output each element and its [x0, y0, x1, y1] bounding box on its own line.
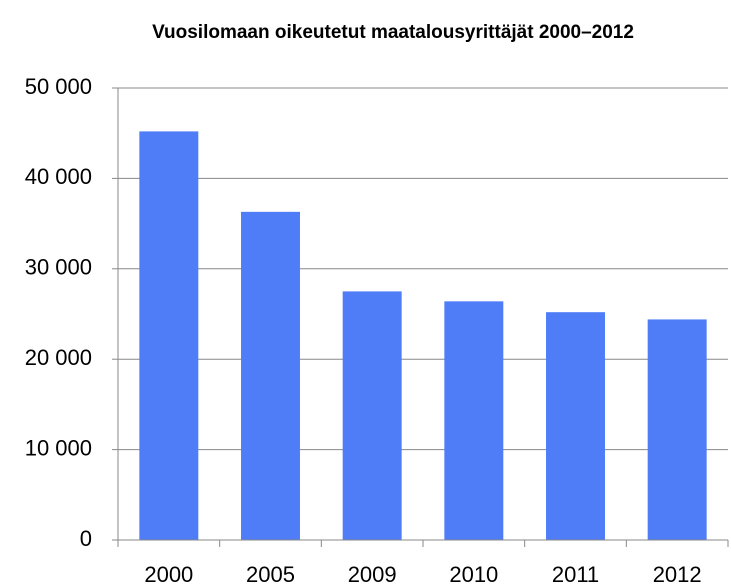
y-tick-label: 40 000 [25, 164, 92, 189]
x-tick-label: 2010 [449, 562, 498, 587]
bar [241, 211, 300, 540]
y-tick-label: 20 000 [25, 345, 92, 370]
x-tick-label: 2009 [348, 562, 397, 587]
y-tick-label: 30 000 [25, 255, 92, 280]
bar [647, 319, 707, 540]
bar [139, 131, 199, 540]
y-tick-label: 50 000 [25, 74, 92, 99]
x-tick-label: 2005 [246, 562, 295, 587]
x-tick-label: 2012 [653, 562, 702, 587]
y-tick-label: 0 [80, 526, 92, 551]
bar [342, 291, 402, 540]
x-tick-label: 2000 [144, 562, 193, 587]
bar [546, 312, 605, 540]
chart-title: Vuosilomaan oikeutetut maatalousyrittäjä… [152, 22, 634, 43]
bar [444, 301, 504, 540]
y-tick-label: 10 000 [25, 435, 92, 460]
x-tick-label: 2011 [552, 562, 599, 587]
